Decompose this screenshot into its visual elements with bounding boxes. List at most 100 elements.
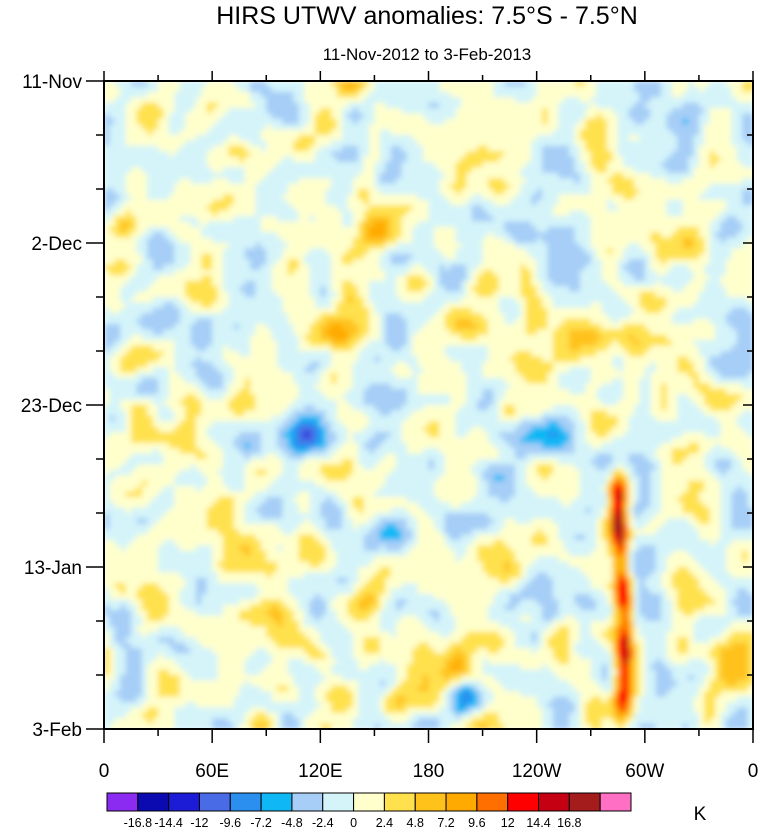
field-cell <box>634 658 641 665</box>
field-cell <box>401 534 413 541</box>
field-cell <box>650 399 662 406</box>
field-cell <box>363 210 408 217</box>
field-cell <box>298 685 316 692</box>
field-cell <box>125 658 143 665</box>
field-cell <box>677 496 700 503</box>
field-cell <box>109 669 116 676</box>
field-cell <box>120 361 148 368</box>
field-cell <box>379 707 386 714</box>
field-cell <box>634 307 646 314</box>
field-cell <box>628 577 635 584</box>
field-cell <box>244 712 257 719</box>
field-cell <box>628 426 722 433</box>
field-cell <box>596 540 608 546</box>
field-cell <box>266 486 327 492</box>
field-cell <box>558 372 592 379</box>
field-cell <box>623 378 641 384</box>
field-cell <box>655 464 662 471</box>
field-cell <box>190 340 213 347</box>
field-cell <box>320 378 332 384</box>
field-cell <box>720 480 753 487</box>
field-cell <box>455 691 462 698</box>
field-cell <box>612 248 624 255</box>
field-cell <box>109 518 138 525</box>
colorbar-swatch <box>568 792 601 812</box>
field-cell <box>347 113 365 120</box>
field-cell <box>525 324 549 330</box>
field-cell <box>661 464 705 471</box>
field-cell <box>585 118 608 125</box>
field-cell <box>179 572 219 579</box>
field-cell <box>644 324 716 330</box>
field-cell <box>195 421 213 428</box>
field-cell <box>725 707 738 714</box>
field-cell <box>125 183 148 190</box>
field-cell <box>104 642 111 649</box>
field-cell <box>536 226 549 233</box>
field-cell <box>347 297 354 303</box>
field-cell <box>639 588 651 595</box>
field-cell <box>428 280 435 287</box>
colorbar-swatch <box>353 792 385 812</box>
field-cell <box>444 469 473 476</box>
field-cell <box>309 610 327 617</box>
field-cell <box>444 464 473 471</box>
field-cell <box>504 567 511 573</box>
field-cell <box>233 216 262 222</box>
field-cell <box>428 205 473 212</box>
field-cell <box>239 545 251 552</box>
field-cell <box>163 264 186 271</box>
field-cell <box>179 297 192 303</box>
field-cell <box>569 415 581 422</box>
field-cell <box>125 351 165 357</box>
field-cell <box>731 572 753 579</box>
field-cell <box>260 442 278 449</box>
field-cell <box>401 432 430 438</box>
field-cell <box>677 588 705 595</box>
field-cell <box>260 135 300 141</box>
field-cell <box>742 383 753 390</box>
field-cell <box>212 145 229 152</box>
field-cell <box>628 502 635 509</box>
field-cell <box>477 550 516 557</box>
field-cell <box>612 513 624 519</box>
field-cell <box>455 226 505 233</box>
field-cell <box>131 167 143 174</box>
field-cell <box>298 545 327 552</box>
field-cell <box>309 216 316 222</box>
field-cell <box>104 480 111 487</box>
field-cell <box>282 459 305 465</box>
field-cell <box>320 324 332 330</box>
field-cell <box>655 550 673 557</box>
field-cell <box>385 167 403 174</box>
field-cell <box>336 658 359 665</box>
field-cell <box>417 685 430 692</box>
field-cell <box>731 129 743 136</box>
field-cell <box>525 453 597 460</box>
field-cell <box>736 604 753 611</box>
field-cell <box>644 577 662 584</box>
field-cell <box>579 178 592 185</box>
field-cell <box>612 664 619 671</box>
field-cell <box>525 307 549 314</box>
field-cell <box>147 189 175 195</box>
field-cell <box>109 388 138 395</box>
field-cell <box>212 718 229 725</box>
field-cell <box>450 264 467 271</box>
field-cell <box>634 594 641 600</box>
field-cell <box>212 237 284 244</box>
field-cell <box>304 86 338 93</box>
field-cell <box>369 194 419 201</box>
field-cell <box>120 399 154 406</box>
field-cell <box>352 437 370 444</box>
field-cell <box>201 599 240 606</box>
field-cell <box>661 383 668 390</box>
field-cell <box>666 210 684 217</box>
field-cell <box>347 577 359 584</box>
field-cell <box>693 145 700 152</box>
field-cell <box>320 502 338 509</box>
field-cell <box>450 702 457 708</box>
field-cell <box>634 680 641 687</box>
field-cell <box>515 453 527 460</box>
field-cell <box>363 464 376 471</box>
